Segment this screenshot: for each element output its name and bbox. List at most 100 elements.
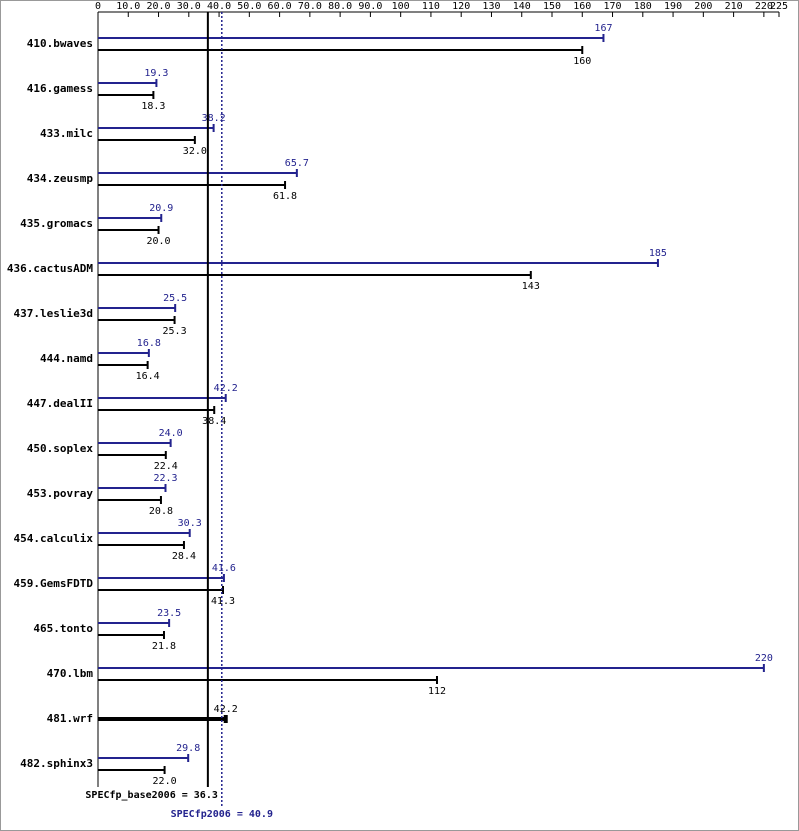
bar (98, 676, 438, 684)
reference-label: SPECfp2006 = 40.9 (171, 809, 273, 820)
value-label: 25.3 (163, 326, 187, 337)
category-label: 481.wrf (47, 712, 93, 725)
bar (98, 361, 149, 369)
x-tick-label: 70.0 (298, 1, 322, 12)
x-tick-label: 30.0 (177, 1, 201, 12)
category-label: 437.leslie3d (14, 307, 93, 320)
bar (98, 124, 215, 132)
value-label: 20.8 (149, 506, 173, 517)
bar (98, 664, 765, 672)
value-label: 22.4 (154, 461, 178, 472)
value-label: 42.2 (214, 704, 238, 715)
value-label: 25.5 (163, 293, 187, 304)
value-label: 18.3 (141, 101, 165, 112)
value-label: 29.8 (176, 743, 200, 754)
bar (98, 349, 150, 357)
bar (98, 79, 158, 87)
bar (98, 214, 163, 222)
value-label: 21.8 (152, 641, 176, 652)
category-label: 433.milc (40, 127, 93, 140)
x-tick-label: 210 (725, 1, 743, 12)
bar (98, 715, 228, 723)
x-tick-label: 0 (95, 1, 101, 12)
value-label: 167 (594, 23, 612, 34)
category-label: 470.lbm (47, 667, 94, 680)
bar (98, 46, 584, 54)
value-label: 41.6 (212, 563, 236, 574)
bar (98, 496, 162, 504)
value-label: 24.0 (159, 428, 183, 439)
value-label: 22.0 (153, 776, 177, 787)
bar (98, 406, 216, 414)
x-tick-label: 220 (755, 1, 773, 12)
x-tick-label: 130 (482, 1, 500, 12)
value-label: 30.3 (178, 518, 202, 529)
value-label: 160 (573, 56, 591, 67)
x-tick-label: 90.0 (358, 1, 382, 12)
category-label: 434.zeusmp (27, 172, 94, 185)
value-label: 16.4 (136, 371, 160, 382)
x-tick-label: 60.0 (268, 1, 292, 12)
bar (98, 586, 225, 594)
bar (98, 484, 167, 492)
x-tick-label: 150 (543, 1, 561, 12)
bar (98, 574, 225, 582)
value-label: 19.3 (144, 68, 168, 79)
x-tick-label: 50.0 (237, 1, 261, 12)
x-tick-label: 100 (392, 1, 410, 12)
value-label: 41.3 (211, 596, 235, 607)
value-label: 20.9 (149, 203, 173, 214)
bar (98, 631, 165, 639)
category-label: 459.GemsFDTD (14, 577, 94, 590)
x-tick-label: 20.0 (146, 1, 170, 12)
bar (98, 754, 190, 762)
x-tick-label: 160 (573, 1, 591, 12)
category-label: 450.soplex (27, 442, 94, 455)
bar (98, 619, 171, 627)
bar (98, 304, 177, 312)
bar (98, 136, 196, 144)
bar (98, 529, 191, 537)
category-label: 416.gamess (27, 82, 93, 95)
x-tick-label: 170 (604, 1, 622, 12)
x-tick-label: 225 (770, 1, 788, 12)
value-label: 22.3 (153, 473, 177, 484)
value-label: 61.8 (273, 191, 297, 202)
category-label: 454.calculix (14, 532, 94, 545)
category-label: 482.sphinx3 (20, 757, 93, 770)
bar (98, 451, 167, 459)
bar (98, 394, 227, 402)
x-tick-label: 110 (422, 1, 440, 12)
bar (98, 259, 659, 267)
bar (98, 766, 166, 774)
category-label: 444.namd (40, 352, 93, 365)
value-label: 220 (755, 653, 773, 664)
bar (98, 226, 160, 234)
x-tick-label: 10.0 (116, 1, 140, 12)
bar (98, 34, 605, 42)
category-label: 410.bwaves (27, 37, 93, 50)
value-label: 143 (522, 281, 540, 292)
reference-label: SPECfp_base2006 = 36.3 (85, 790, 217, 801)
bar (98, 91, 155, 99)
bar (98, 316, 176, 324)
x-tick-label: 120 (452, 1, 470, 12)
value-label: 20.0 (146, 236, 170, 247)
x-tick-label: 190 (664, 1, 682, 12)
bar (98, 439, 172, 447)
category-label: 465.tonto (33, 622, 93, 635)
category-label: 436.cactusADM (7, 262, 93, 275)
bar (98, 271, 532, 279)
x-tick-label: 80.0 (328, 1, 352, 12)
category-label: 447.dealII (27, 397, 93, 410)
category-label: 435.gromacs (20, 217, 93, 230)
value-label: 185 (649, 248, 667, 259)
value-label: 16.8 (137, 338, 161, 349)
value-label: 65.7 (285, 158, 309, 169)
value-label: 42.2 (214, 383, 238, 394)
bar (98, 181, 287, 189)
bar (98, 541, 185, 549)
x-tick-label: 140 (513, 1, 531, 12)
